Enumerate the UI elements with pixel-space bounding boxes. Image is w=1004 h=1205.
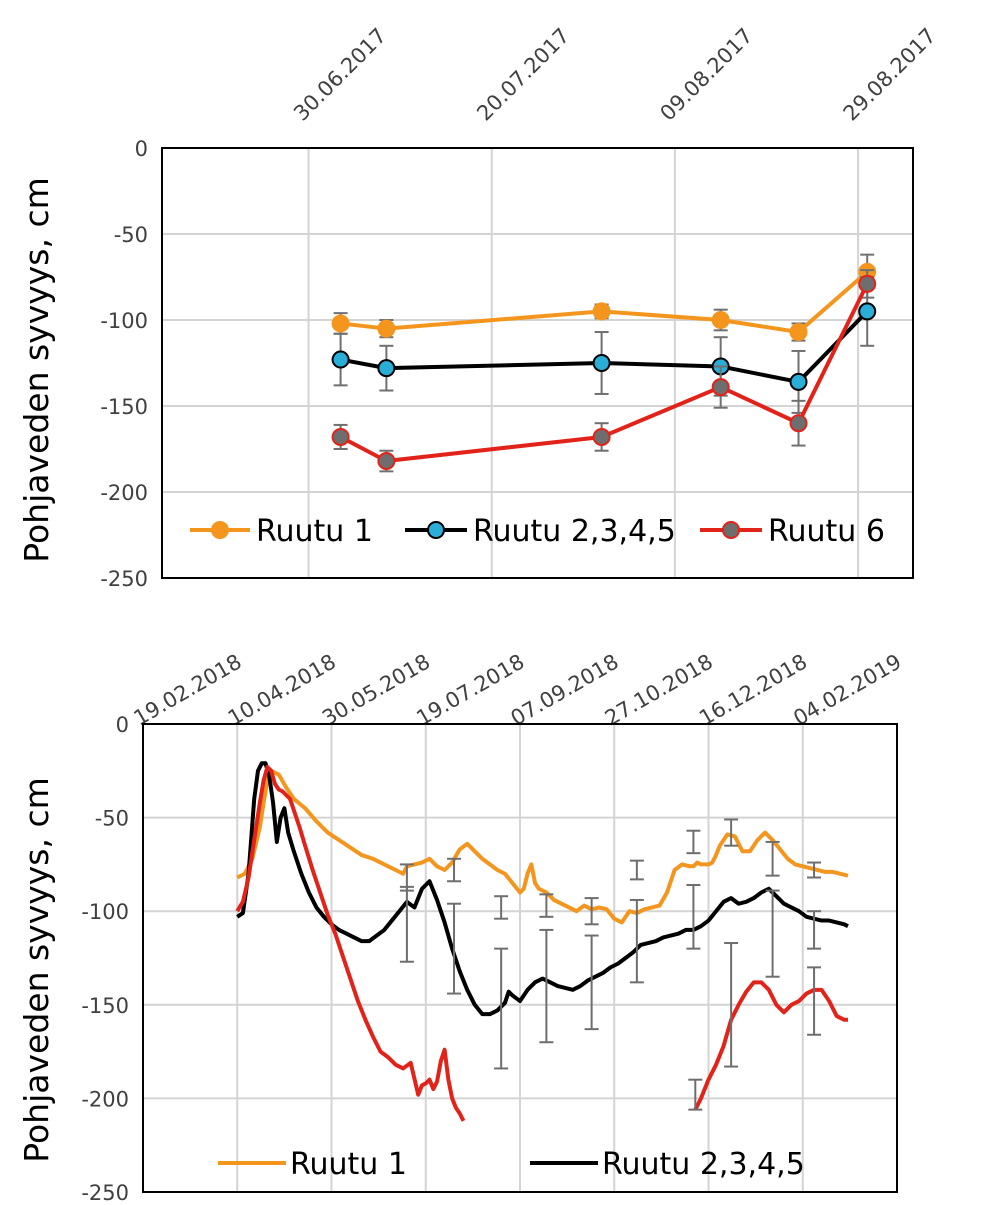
y-tick-label: -100	[81, 900, 129, 924]
data-point	[592, 302, 611, 321]
legend-swatch-marker	[722, 521, 740, 539]
x-tick-label: 09.08.2017	[655, 24, 757, 126]
plot-frame	[161, 147, 914, 579]
series-group	[235, 761, 849, 1122]
data-point	[331, 427, 350, 446]
chart-bottom: 0 -50 -100 -150 -200 -250 19.02.201810.04.201…	[17, 650, 906, 1205]
data-point	[789, 372, 808, 391]
y-axis-label: Pohjaveden syvyys, cm	[17, 777, 56, 1162]
x-tick-label: 29.08.2017	[839, 24, 941, 126]
error-bars-1	[333, 276, 875, 414]
data-point	[331, 314, 350, 333]
series-line-0	[340, 270, 869, 335]
y-tick-label: 0	[135, 137, 148, 161]
legend: Ruutu 1 Ruutu 2,3,4,5 Ruutu 6	[190, 514, 885, 549]
series-line-0	[236, 768, 849, 925]
y-axis-label: Pohjaveden syvyys, cm	[17, 177, 56, 562]
data-point	[858, 302, 877, 321]
x-tick-label: 04.02.2019	[789, 650, 905, 731]
y-tick-label: -250	[100, 567, 148, 591]
y-tick-label: -50	[95, 807, 129, 831]
data-point	[377, 359, 396, 378]
error-bars	[399, 818, 822, 1111]
y-tick-label: -150	[100, 395, 148, 419]
chart-top: 0 -50 -100 -150 -200 -250 30.06.2017 20.07.201…	[17, 24, 941, 591]
y-tick-label: -150	[81, 994, 129, 1018]
y-tick-label: -250	[81, 1181, 129, 1205]
y-tick-label: -50	[114, 223, 148, 247]
y-tick-labels: 0 -50 -100 -150 -200 -250	[81, 713, 129, 1205]
grid-lines	[162, 148, 913, 578]
series-group	[331, 253, 877, 473]
data-point	[858, 274, 877, 293]
data-point	[377, 319, 396, 338]
data-point	[789, 414, 808, 433]
legend: Ruutu 1 Ruutu 2,3,4,5	[218, 1147, 805, 1182]
legend-label: Ruutu 6	[768, 514, 885, 549]
series-line-1	[236, 761, 849, 1017]
y-tick-label: -200	[100, 481, 148, 505]
series-line-2	[235, 765, 466, 1122]
legend-swatch-marker	[211, 521, 229, 539]
y-tick-label: -100	[100, 309, 148, 333]
plot-frame	[142, 723, 898, 1193]
x-tick-label: 20.07.2017	[472, 24, 574, 126]
y-tick-labels: 0 -50 -100 -150 -200 -250	[100, 137, 148, 591]
x-tick-labels: 19.02.201810.04.201830.05.201819.07.2018…	[130, 650, 906, 731]
legend-swatch-marker	[427, 521, 445, 539]
data-point	[789, 323, 808, 342]
data-point	[592, 354, 611, 372]
legend-label: Ruutu 1	[290, 1147, 407, 1182]
series-line-3	[693, 980, 848, 1111]
data-point	[592, 427, 611, 446]
data-point	[711, 311, 730, 329]
legend-label: Ruutu 1	[256, 514, 373, 549]
y-tick-label: 0	[116, 713, 129, 737]
legend-label: Ruutu 2,3,4,5	[473, 514, 676, 549]
x-tick-label: 30.06.2017	[289, 24, 391, 126]
grid-lines	[143, 724, 897, 1192]
data-point	[331, 350, 350, 369]
x-tick-labels: 30.06.2017 20.07.2017 09.08.2017 29.08.2017	[289, 24, 941, 126]
data-point	[711, 378, 730, 397]
y-tick-label: -200	[81, 1087, 129, 1111]
legend-label: Ruutu 2,3,4,5	[602, 1147, 805, 1182]
data-point	[377, 452, 396, 471]
